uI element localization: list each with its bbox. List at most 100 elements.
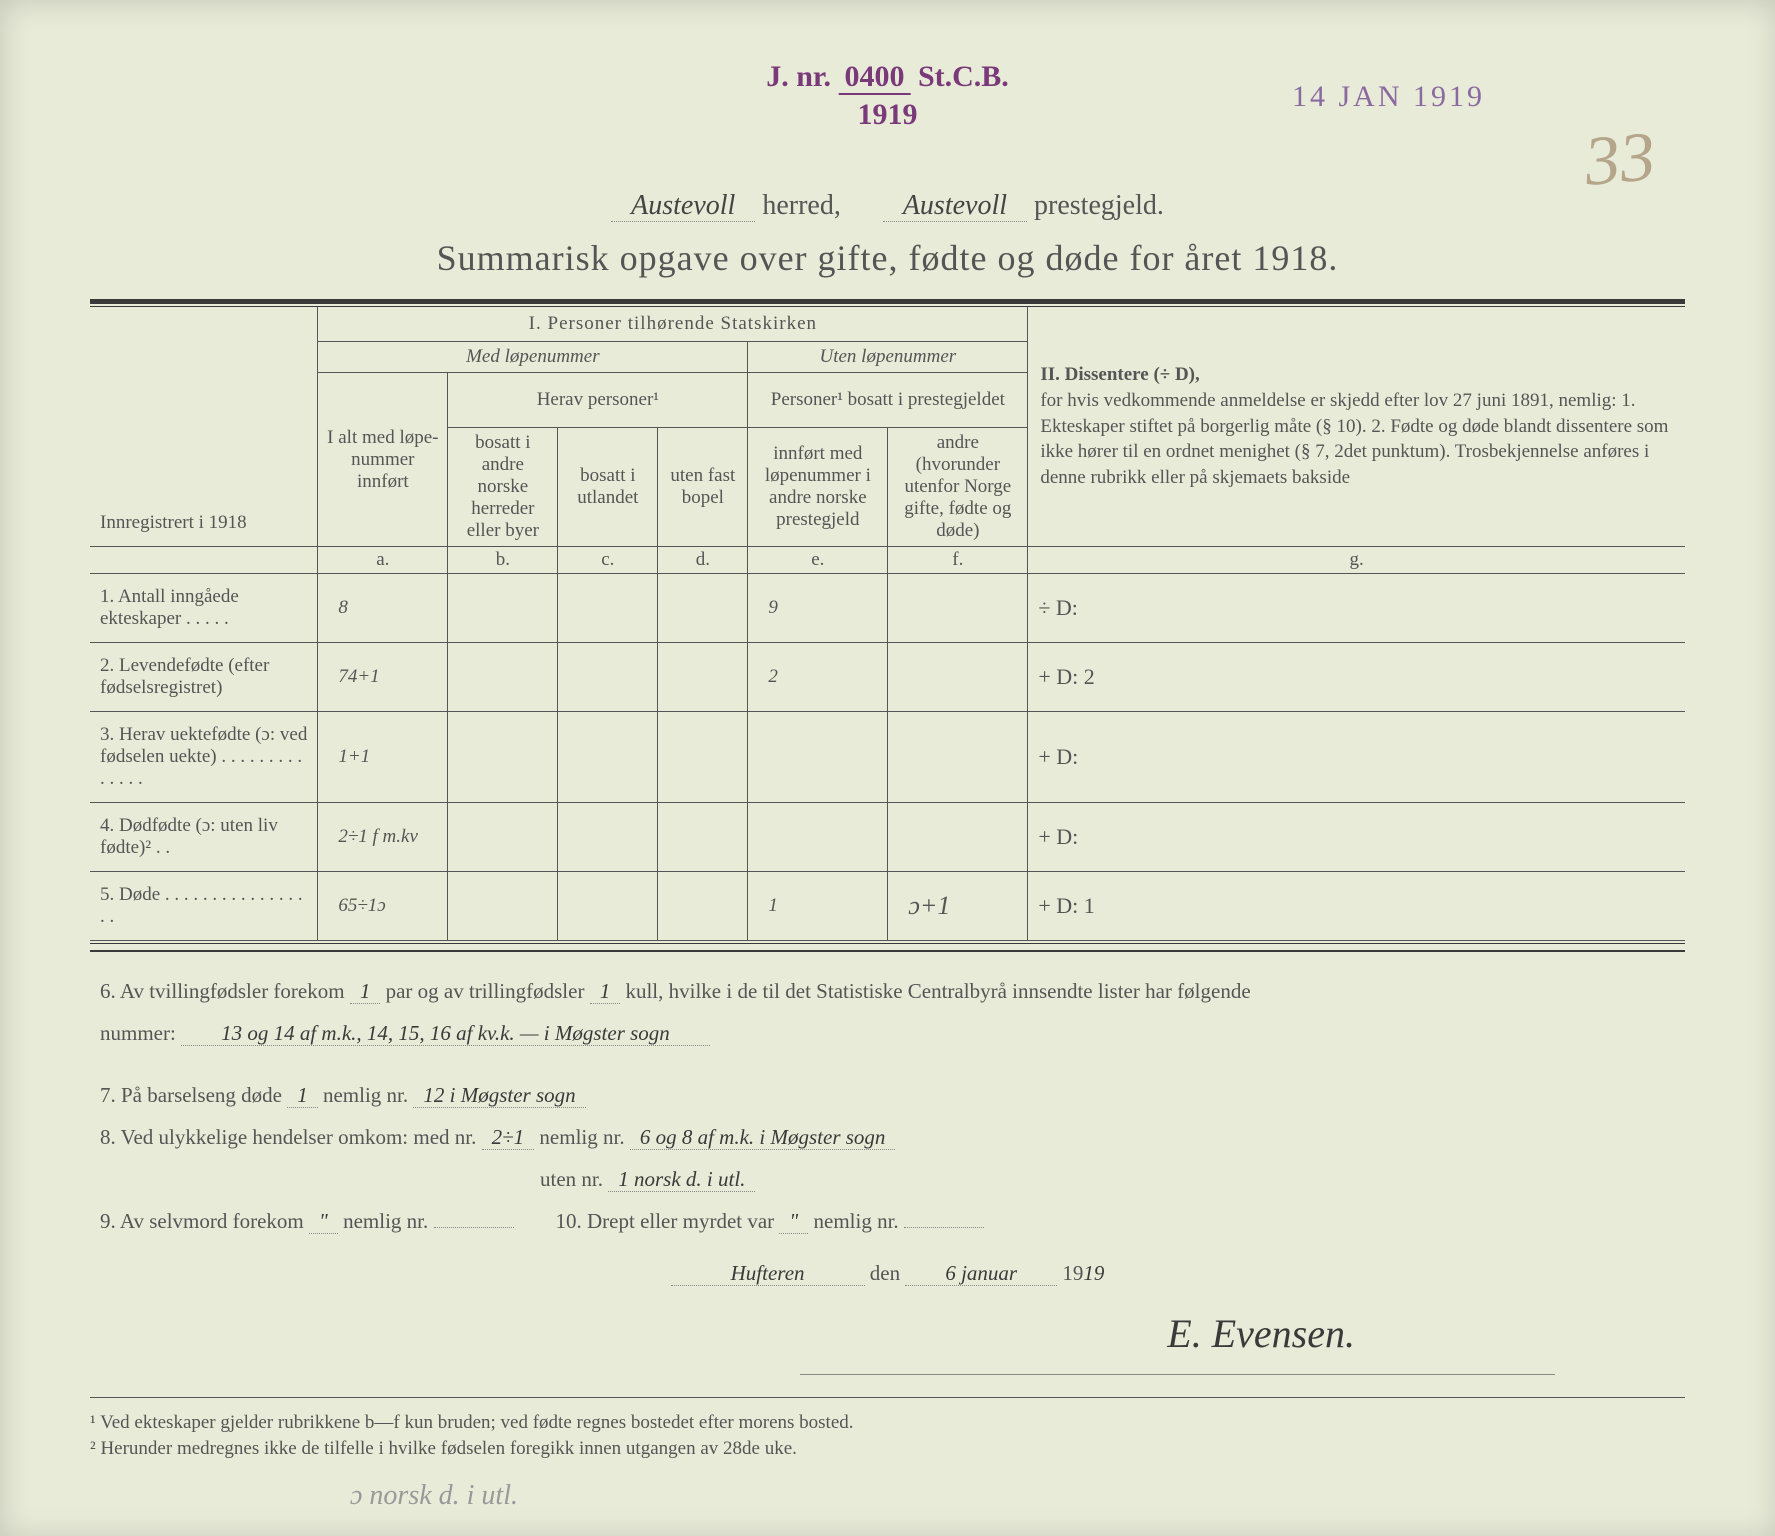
cell-f [888, 643, 1028, 712]
l8-hw1: 6 og 8 af m.k. i Møgster sogn [630, 1125, 896, 1150]
row-label: 5. Døde . . . . . . . . . . . . . . . . … [90, 872, 318, 941]
cell-f: ɔ+1 [888, 872, 1028, 941]
cell-b [448, 803, 558, 872]
letter-b: b. [448, 547, 558, 574]
cell-g: + D: [1028, 712, 1685, 803]
jnr-label: J. nr. [766, 60, 831, 93]
herred-label: herred, [762, 190, 841, 221]
cell-c [558, 643, 658, 712]
prestegjeld-label: prestegjeld. [1034, 190, 1164, 221]
col-d-header: uten fast bopel [658, 428, 748, 547]
cell-d [658, 872, 748, 941]
l10-b: nemlig nr. [814, 1209, 899, 1233]
l6-a: 6. Av tvillingfødsler forekom [100, 979, 345, 1003]
cell-d [658, 643, 748, 712]
cell-b [448, 643, 558, 712]
l8-c: uten nr. [100, 1167, 603, 1191]
l6-c: kull, hvilke i de til det Statistiske Ce… [625, 979, 1250, 1003]
letter-e: e. [748, 547, 888, 574]
l8-a: 8. Ved ulykkelige hendelser omkom: med n… [100, 1125, 476, 1149]
col-c-header: bosatt i utlandet [558, 428, 658, 547]
footnotes: ¹ Ved ekteskaper gjelder rubrikkene b—f … [90, 1397, 1685, 1460]
footnote-1: ¹ Ved ekteskaper gjelder rubrikkene b—f … [90, 1412, 1685, 1434]
footnote-2: ² Herunder medregnes ikke de tilfelle i … [90, 1438, 1685, 1460]
jnr-number: 0400 [838, 60, 910, 95]
document-title: Summarisk opgave over gifte, fødte og dø… [90, 237, 1685, 279]
cell-d [658, 803, 748, 872]
table-row: 2. Levendefødte (efter fødselsregistret)… [90, 643, 1685, 712]
cell-a: 1+1 [318, 712, 448, 803]
letter-c: c. [558, 547, 658, 574]
cell-e [748, 803, 888, 872]
cell-f [888, 712, 1028, 803]
l8-b: nemlig nr. [539, 1125, 624, 1149]
herred-handwritten: Austevoll [611, 190, 755, 222]
cell-b [448, 712, 558, 803]
dissentere-text: for hvis vedkommende anmeldelse er skjed… [1040, 390, 1668, 488]
line-6: 6. Av tvillingfødsler forekom 1 par og a… [100, 970, 1675, 1054]
cell-a: 8 [318, 574, 448, 643]
stamp-row: J. nr. 0400 St.C.B. 1919 14 JAN 1919 [90, 60, 1685, 170]
l10-fill [904, 1227, 984, 1228]
cell-e: 1 [748, 872, 888, 941]
date-stamp: 14 JAN 1919 [1292, 80, 1485, 114]
year-hw: 19 [1083, 1261, 1104, 1285]
l6-kull: 1 [590, 979, 621, 1004]
l7-a: 7. På barselseng døde [100, 1083, 282, 1107]
col-f-header: andre (hvorunder utenfor Norge gifte, fø… [888, 428, 1028, 547]
l6-par: 1 [350, 979, 381, 1004]
place-hw: Hufteren [671, 1261, 865, 1286]
cell-g: + D: [1028, 803, 1685, 872]
cell-e [748, 712, 888, 803]
letter-a: a. [318, 547, 448, 574]
cell-d [658, 574, 748, 643]
row-label: 2. Levendefødte (efter fødselsregistret) [90, 643, 318, 712]
cell-c [558, 574, 658, 643]
cell-c [558, 803, 658, 872]
cell-d [658, 712, 748, 803]
cell-e: 2 [748, 643, 888, 712]
letter-d: d. [658, 547, 748, 574]
document-page: J. nr. 0400 St.C.B. 1919 14 JAN 1919 33 … [0, 0, 1775, 1536]
table-row: 3. Herav uektefødte (ɔ: ved fødse­len ue… [90, 712, 1685, 803]
cell-a: 2÷1 f m.kv [318, 803, 448, 872]
cell-e: 9 [748, 574, 888, 643]
table-header: Innregistrert i 1918 I. Personer tilhøre… [90, 307, 1685, 574]
table-row: 4. Dødfødte (ɔ: uten liv fødte)² . .2÷1 … [90, 803, 1685, 872]
l9-v: " [309, 1209, 338, 1234]
letter-g: g. [1028, 547, 1685, 574]
rule-thin-2 [90, 943, 1685, 944]
cell-f [888, 803, 1028, 872]
cell-c [558, 872, 658, 941]
section2-header: II. Dissentere (÷ D), [1040, 364, 1199, 385]
l8-med: 2÷1 [482, 1125, 535, 1150]
prestegjeld-handwritten: Austevoll [883, 190, 1027, 222]
page-number: 33 [1582, 117, 1659, 203]
cell-a: 74+1 [318, 643, 448, 712]
l10-v: " [779, 1209, 808, 1234]
line-9-10: 9. Av selvmord forekom " nemlig nr. 10. … [100, 1200, 1675, 1242]
signature-line: Hufteren den 6 januar 1919 [100, 1252, 1675, 1294]
letter-f: f. [888, 547, 1028, 574]
line-8: 8. Ved ulykkelige hendelser omkom: med n… [100, 1116, 1675, 1200]
cell-c [558, 712, 658, 803]
col-e-header: innført med løpenummer i andre norske pr… [748, 428, 888, 547]
jnr-suffix: St.C.B. [918, 60, 1009, 93]
l9-fill [434, 1227, 514, 1228]
l8-hw2: 1 norsk d. i utl. [608, 1167, 755, 1192]
l6-d: nummer: [100, 1021, 176, 1045]
line-7: 7. På barselseng døde 1 nemlig nr. 12 i … [100, 1074, 1675, 1116]
cell-g: + D: 2 [1028, 643, 1685, 712]
signature: E. Evensen. [800, 1294, 1555, 1375]
row-label: 1. Antall inngåede ekteskaper . . . . . [90, 574, 318, 643]
rule-thick [90, 299, 1685, 304]
date-hw: 6 januar [905, 1261, 1057, 1286]
table-row: 5. Døde . . . . . . . . . . . . . . . . … [90, 872, 1685, 941]
l10-a: 10. Drept eller myrdet var [556, 1209, 775, 1233]
journal-stamp: J. nr. 0400 St.C.B. 1919 [766, 60, 1009, 132]
cell-f [888, 574, 1028, 643]
cell-g: + D: 1 [1028, 872, 1685, 941]
personer-uten-header: Personer¹ bosatt i prestegjeldet [748, 373, 1028, 428]
l9-a: 9. Av selvmord forekom [100, 1209, 304, 1233]
l7-hw: 12 i Møgster sogn [413, 1083, 585, 1108]
